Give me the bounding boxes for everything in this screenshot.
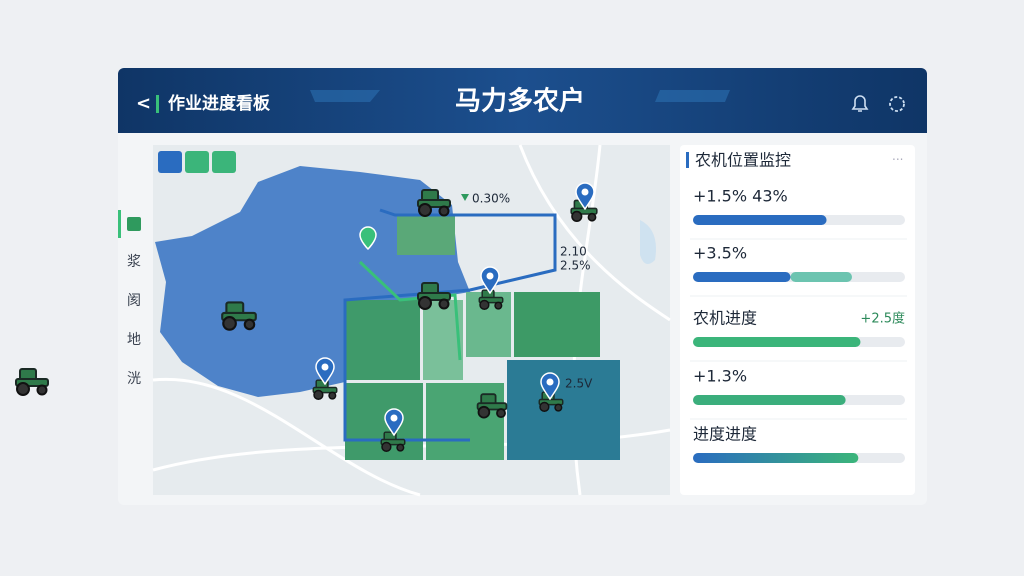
section-marker <box>156 95 159 113</box>
map-label: 2.10 <box>560 245 587 259</box>
region-area <box>155 166 470 397</box>
nav-active-icon[interactable] <box>127 217 141 231</box>
toolbar-button[interactable] <box>158 151 182 173</box>
row-note: +2.5度 <box>860 311 905 327</box>
map-pin[interactable] <box>359 226 377 251</box>
header-decoration <box>310 90 730 102</box>
field <box>397 215 455 255</box>
map-label: 2.5% <box>560 259 591 273</box>
panel-rows: +1.5% 43% +3.5% 农机进度 +2.5度 +1.3% 进度进度 <box>690 187 907 463</box>
progress-bar <box>693 215 827 225</box>
row-label: +1.5% 43% <box>693 187 788 206</box>
more-button[interactable]: ··· <box>892 153 903 167</box>
header-bar <box>118 68 927 133</box>
progress-bar <box>693 272 791 282</box>
toolbar-button[interactable] <box>212 151 236 173</box>
row-label: 进度进度 <box>693 425 757 444</box>
nav-item[interactable]: 洸 <box>127 371 141 387</box>
toolbar-button[interactable] <box>185 151 209 173</box>
settings-icon[interactable] <box>889 96 905 112</box>
progress-bar <box>693 395 846 405</box>
progress-bar <box>693 337 861 347</box>
panel-marker <box>686 152 689 168</box>
map-roads <box>152 144 671 497</box>
nav-item[interactable]: 浆 <box>127 254 141 270</box>
panel-title: 农机位置监控 <box>695 151 791 170</box>
map-label: 0.30% <box>472 192 510 206</box>
field <box>507 360 620 460</box>
field <box>514 292 600 357</box>
map-label: 2.5V <box>565 377 593 391</box>
progress-bar <box>693 453 859 463</box>
nav-active-marker <box>118 210 121 238</box>
row-label: +1.3% <box>693 367 747 386</box>
panel <box>680 145 915 495</box>
nav-item[interactable]: 地 <box>127 332 141 348</box>
field <box>345 300 420 380</box>
progress-bar <box>790 272 852 282</box>
map-water <box>640 220 656 264</box>
section-title: 作业进度看板 <box>168 93 271 114</box>
row-label: 农机进度 <box>693 309 757 328</box>
back-button[interactable]: < <box>136 93 151 114</box>
trend-marker <box>461 194 469 201</box>
bell-icon[interactable] <box>851 95 869 112</box>
nav-item[interactable]: 阂 <box>127 293 141 309</box>
page-title: 马力多农户 <box>455 86 585 117</box>
tractor-icon <box>14 367 50 397</box>
row-label: +3.5% <box>693 244 747 263</box>
